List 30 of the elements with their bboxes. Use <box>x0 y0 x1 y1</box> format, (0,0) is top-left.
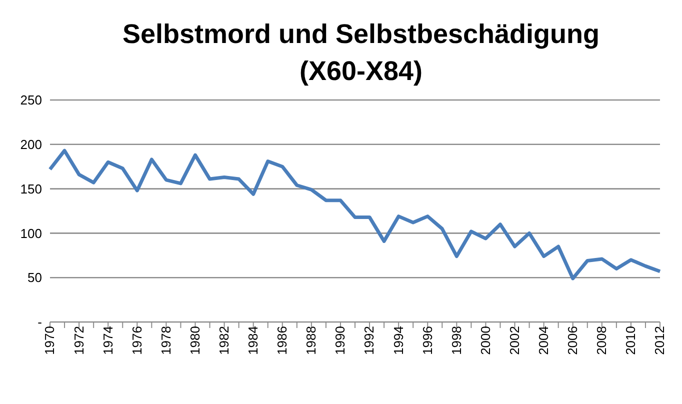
y-tick-label: - <box>38 314 42 330</box>
x-tick-label: 1992 <box>362 326 377 355</box>
x-tick-label: 1990 <box>332 326 348 355</box>
x-tick-label: 2010 <box>623 326 638 355</box>
x-tick-label: 1970 <box>42 326 58 355</box>
y-tick-label: 200 <box>20 137 42 152</box>
x-tick-label: 1980 <box>187 326 202 355</box>
x-tick-label: 2006 <box>565 326 580 355</box>
x-tick-label: 1986 <box>274 326 290 355</box>
x-tick-label: 2012 <box>652 326 668 355</box>
x-tick-label: 1984 <box>246 326 261 355</box>
x-tick-label: 1982 <box>216 326 232 355</box>
x-tick-label: 2004 <box>536 326 552 355</box>
y-tick-label: 250 <box>20 92 42 108</box>
chart-title: Selbstmord und Selbstbeschädigung (X60-X84) <box>121 18 601 88</box>
x-tick-label: 1978 <box>158 326 174 355</box>
x-tick-label: 1974 <box>100 326 116 355</box>
y-tick-label: 50 <box>28 270 42 286</box>
y-tick-label: 100 <box>20 226 42 241</box>
y-tick-label: 150 <box>20 181 42 196</box>
line-series <box>48 148 662 280</box>
x-tick-label: 1996 <box>420 326 435 355</box>
x-tick-label: 1976 <box>129 326 144 355</box>
x-tick-label: 1998 <box>448 326 464 355</box>
x-tick-label: 2002 <box>506 326 522 355</box>
x-tick-label: 1972 <box>71 326 86 355</box>
x-tick-label: 2000 <box>478 326 493 355</box>
x-tick-label: 2008 <box>594 326 610 355</box>
x-tick-label: 1994 <box>390 326 406 355</box>
x-tick-label: 1988 <box>304 326 319 355</box>
